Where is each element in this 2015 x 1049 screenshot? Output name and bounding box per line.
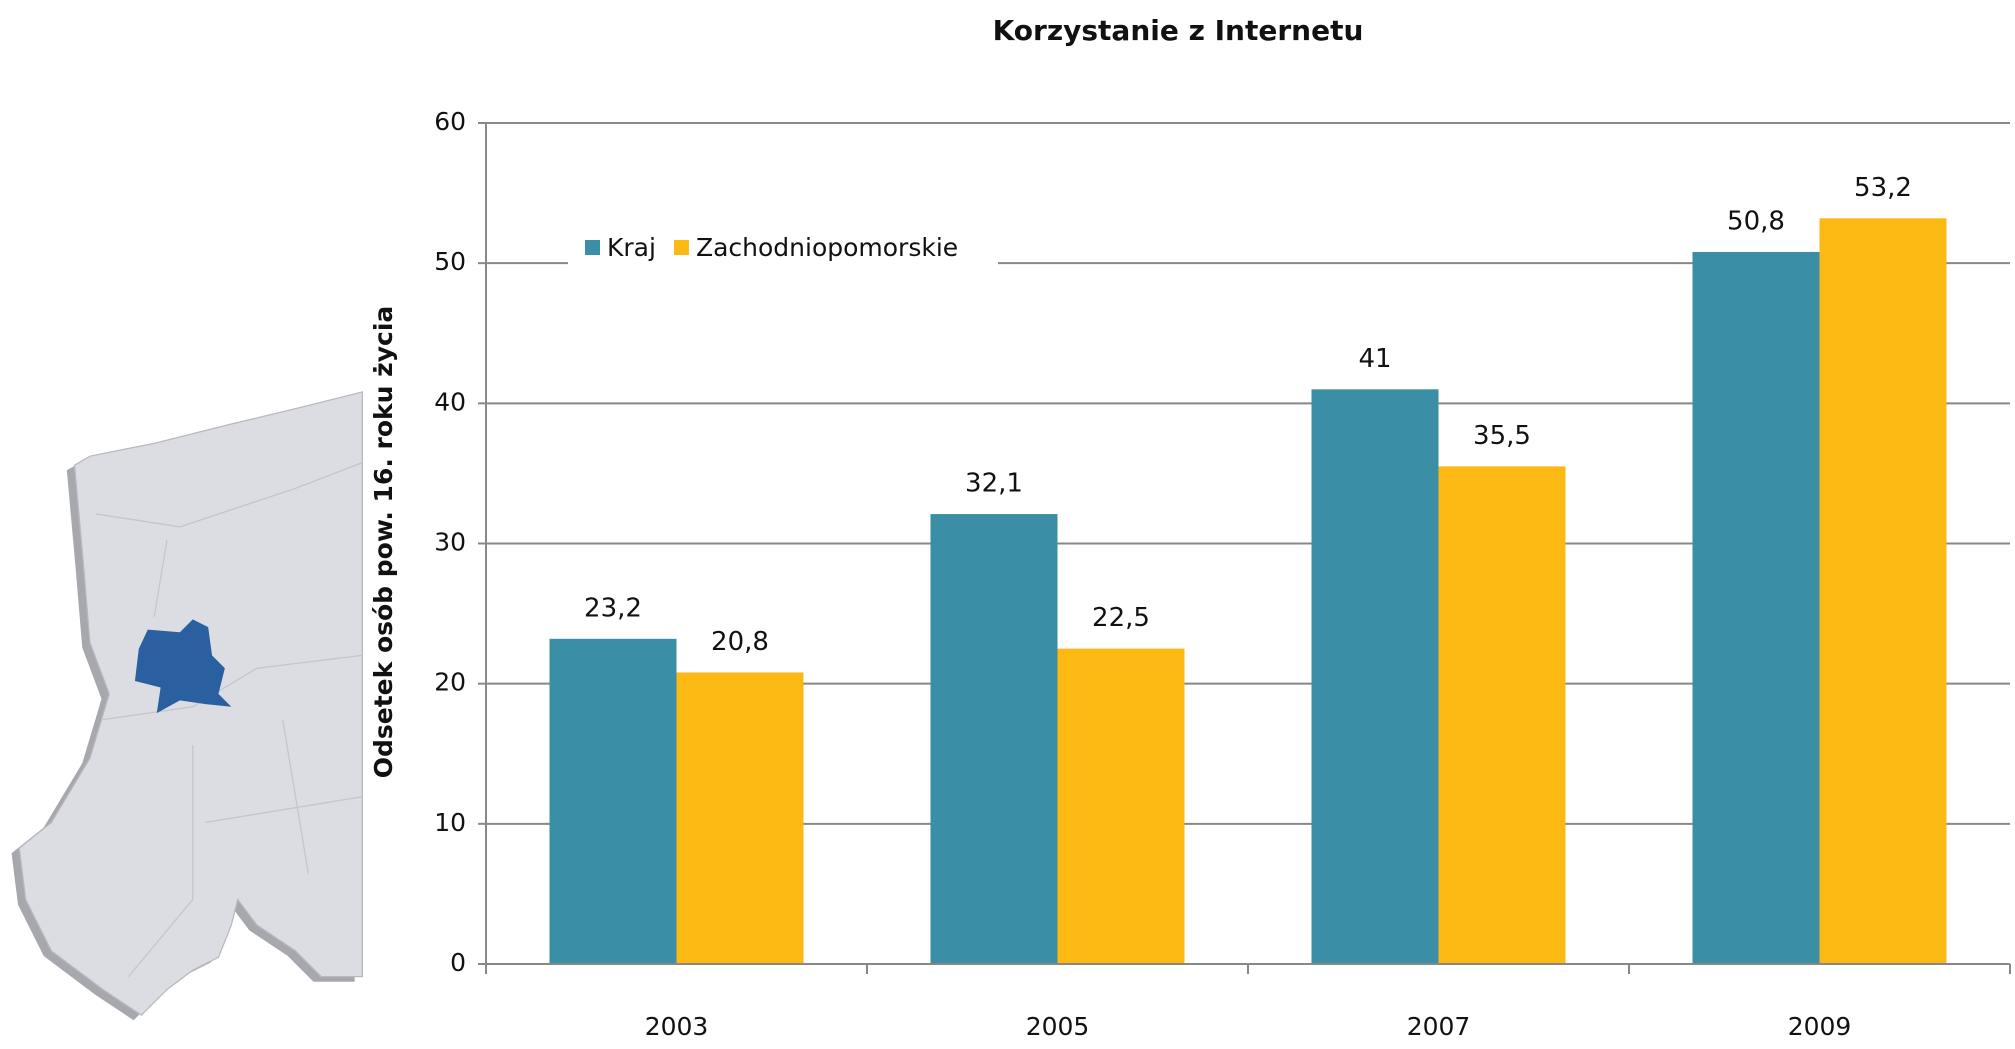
legend-box	[568, 225, 998, 271]
data-label: 22,5	[1092, 603, 1150, 633]
bar	[676, 672, 804, 964]
legend-label: Zachodniopomorskie	[696, 233, 958, 262]
legend-swatch	[585, 240, 600, 255]
data-label: 41	[1358, 344, 1391, 374]
y-axis-label: Odsetek osób pow. 16. roku życia	[369, 306, 398, 779]
data-label: 35,5	[1473, 421, 1531, 451]
bar	[1438, 466, 1566, 964]
x-tick-label: 2003	[645, 1012, 709, 1041]
y-tick-label: 0	[450, 948, 466, 977]
data-label: 20,8	[711, 627, 769, 657]
y-tick-label: 20	[434, 668, 466, 697]
y-tick-label: 50	[434, 247, 466, 276]
bar	[1311, 389, 1439, 965]
y-tick-label: 30	[434, 528, 466, 557]
data-label: 23,2	[584, 593, 642, 623]
chart-title: Korzystanie z Internetu	[993, 14, 1364, 47]
y-tick-label: 60	[434, 107, 466, 136]
legend-swatch	[673, 240, 689, 255]
y-tick-label: 40	[434, 387, 466, 416]
y-tick-label: 10	[434, 808, 466, 837]
legend-label: Kraj	[607, 233, 656, 262]
x-tick-label: 2005	[1026, 1012, 1090, 1041]
bar	[1819, 218, 1947, 964]
data-label: 32,1	[965, 469, 1023, 499]
data-label: 53,2	[1854, 173, 1912, 203]
data-label: 50,8	[1727, 206, 1785, 236]
x-tick-label: 2009	[1788, 1012, 1852, 1041]
bar	[930, 514, 1058, 964]
bar	[1692, 251, 1820, 964]
bar	[1057, 648, 1185, 964]
x-tick-label: 2007	[1407, 1012, 1471, 1041]
region-map	[11, 391, 364, 1021]
bar	[549, 638, 677, 964]
